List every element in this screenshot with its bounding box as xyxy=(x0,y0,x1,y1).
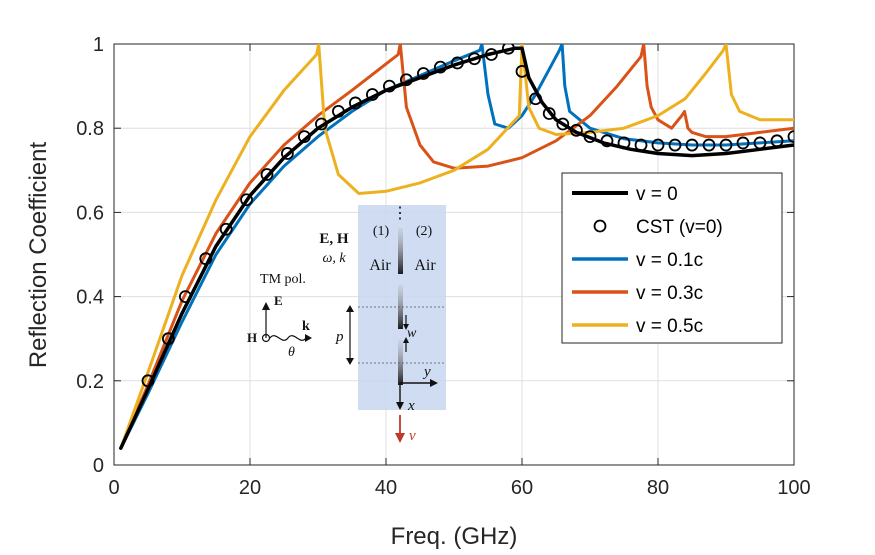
cst-marker xyxy=(753,136,767,150)
plot-frame xyxy=(113,43,795,466)
h-field-label: H xyxy=(247,330,257,345)
legend: v = 0 CST (v=0) v = 0.1c v = 0.3c v = 0.5c xyxy=(561,172,783,344)
cst-marker xyxy=(199,252,213,266)
y-axis-arrowhead xyxy=(430,379,438,387)
period-arrowhead-bottom xyxy=(346,358,354,365)
cst-marker xyxy=(570,123,583,137)
strip-element xyxy=(398,340,403,385)
polarization-label: TM pol. xyxy=(260,272,306,287)
x-axis-arrowhead xyxy=(396,402,404,410)
y-tick-label: 0.2 xyxy=(76,371,104,393)
strip-element xyxy=(398,228,403,274)
x-tick-label: 40 xyxy=(375,477,397,499)
legend-label: v = 0 xyxy=(636,184,678,205)
legend-label: CST (v=0) xyxy=(636,217,723,238)
field-label: E, H xyxy=(319,231,349,247)
cst-marker xyxy=(736,136,750,150)
x-tick-label: 0 xyxy=(108,477,119,499)
series-line-4 xyxy=(119,44,794,450)
cst-marker xyxy=(634,138,648,152)
cst-marker xyxy=(702,138,716,152)
cst-marker xyxy=(515,64,529,78)
cst-marker xyxy=(502,44,515,55)
cst-marker xyxy=(365,88,379,101)
cst-marker xyxy=(382,79,396,93)
x-tick-label: 100 xyxy=(777,477,810,499)
region-1-label: (1) xyxy=(373,224,390,239)
cst-marker xyxy=(178,290,192,304)
cst-marker xyxy=(314,117,328,131)
x-axis-label: x xyxy=(407,398,415,414)
cst-marker xyxy=(583,130,597,144)
inset-schematic: ⋮ (1) (2) Air Air E, H ω, k TM pol. E H … xyxy=(247,205,446,444)
y-axis-label: y xyxy=(422,364,431,380)
angle-label: θ xyxy=(288,345,295,360)
cst-marker xyxy=(331,104,345,118)
gap-arrowhead-down xyxy=(403,324,409,330)
velocity-arrowhead xyxy=(395,433,405,443)
legend-swatch xyxy=(593,219,607,233)
legend-label: v = 0.5c xyxy=(636,316,703,337)
cst-marker xyxy=(787,130,794,144)
h-field-symbol xyxy=(261,333,271,343)
series-line-2 xyxy=(119,44,794,450)
velocity-label: v xyxy=(409,428,416,444)
period-label: p xyxy=(335,329,344,345)
cst-marker xyxy=(484,48,498,61)
tick-labels: 0 20 40 60 80 100 0 0.2 0.4 0.6 0.8 1 xyxy=(76,34,811,499)
cst-marker xyxy=(260,168,274,181)
legend-label: v = 0.1c xyxy=(636,250,703,271)
cst-marker xyxy=(399,73,413,87)
cst-marker xyxy=(467,52,481,66)
y-tick-label: 0 xyxy=(93,455,104,477)
e-field-arrowhead xyxy=(262,302,270,310)
cst-marker xyxy=(770,134,784,148)
cst-marker xyxy=(240,193,254,207)
cst-marker xyxy=(161,332,175,346)
period-arrowhead-top xyxy=(346,305,354,312)
cst-marker xyxy=(433,60,447,74)
cst-marker xyxy=(651,138,665,152)
x-axis-title: Freq. (GHz) xyxy=(391,523,518,550)
cst-marker xyxy=(542,107,556,120)
strip-element xyxy=(398,285,403,329)
cst-marker xyxy=(348,96,362,110)
series-layer xyxy=(119,44,794,450)
cst-marker xyxy=(617,136,631,150)
cst-marker xyxy=(556,117,570,131)
legend-label: v = 0.3c xyxy=(636,283,703,304)
medium-2-label: Air xyxy=(414,257,436,274)
x-tick-label: 80 xyxy=(647,477,669,499)
region-2-label: (2) xyxy=(416,224,433,239)
continuation-dots: ⋮ xyxy=(392,205,408,222)
y-tick-label: 0.6 xyxy=(76,202,104,224)
cst-marker xyxy=(600,134,614,148)
x-tick-label: 60 xyxy=(511,477,533,499)
cst-marker xyxy=(450,56,464,70)
cst-marker xyxy=(668,138,682,152)
series-line-3 xyxy=(119,44,794,450)
e-field-label: E xyxy=(274,293,283,308)
y-tick-label: 0.8 xyxy=(76,118,104,140)
cst-marker xyxy=(719,138,733,152)
gap-arrowhead-up xyxy=(403,337,409,343)
cst-marker xyxy=(297,130,311,144)
y-tick-label: 0.4 xyxy=(76,287,104,309)
gap-label: w xyxy=(407,326,417,341)
medium-1-label: Air xyxy=(369,257,391,274)
cst-marker xyxy=(219,222,233,236)
cst-marker xyxy=(141,374,155,388)
wave-path xyxy=(269,335,307,341)
y-axis-title: Reflection Coefficient xyxy=(25,142,52,369)
cst-marker xyxy=(685,138,699,152)
cst-marker xyxy=(416,67,430,80)
y-tick-label: 1 xyxy=(93,34,104,56)
cst-marker xyxy=(529,92,542,106)
x-tick-label: 20 xyxy=(239,477,261,499)
cst-marker xyxy=(280,147,294,160)
k-vector-label: k xyxy=(302,319,310,334)
k-vector-arrowhead xyxy=(305,334,312,342)
wave-label: ω, k xyxy=(322,251,346,266)
